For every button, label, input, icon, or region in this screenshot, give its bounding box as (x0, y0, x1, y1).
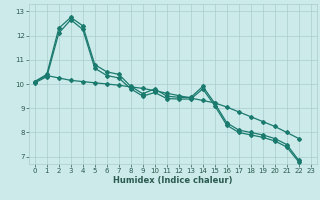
X-axis label: Humidex (Indice chaleur): Humidex (Indice chaleur) (113, 176, 233, 185)
